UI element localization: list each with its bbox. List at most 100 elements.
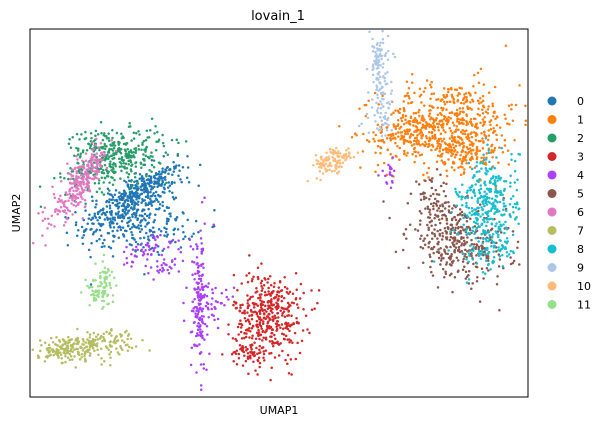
point: [117, 216, 120, 219]
point: [417, 142, 421, 145]
point: [325, 156, 328, 159]
point: [200, 283, 204, 286]
point: [476, 197, 480, 200]
series-8: [432, 136, 522, 284]
point: [417, 183, 421, 186]
point: [500, 134, 504, 137]
point: [126, 147, 129, 151]
point: [502, 198, 505, 202]
point: [284, 358, 287, 362]
point: [324, 162, 328, 165]
point: [428, 210, 431, 214]
point: [467, 273, 470, 277]
point: [273, 317, 276, 320]
point: [161, 141, 165, 145]
point: [137, 148, 141, 151]
point: [173, 181, 176, 184]
point: [134, 132, 138, 135]
point: [232, 273, 236, 277]
point: [146, 193, 150, 197]
point: [140, 248, 143, 252]
point: [268, 275, 272, 278]
point: [361, 150, 365, 153]
point: [101, 339, 104, 343]
point: [128, 227, 132, 231]
point: [468, 120, 472, 124]
point: [86, 330, 89, 334]
point: [416, 229, 420, 232]
point: [398, 146, 402, 150]
point: [445, 261, 449, 264]
legend-item-7: 7: [547, 225, 584, 238]
point: [453, 275, 457, 279]
point: [257, 296, 260, 300]
point: [446, 120, 450, 124]
point: [470, 152, 473, 155]
point: [390, 167, 393, 170]
point: [431, 136, 434, 140]
point: [67, 142, 71, 145]
point: [82, 234, 86, 237]
point: [340, 165, 343, 168]
point: [108, 352, 111, 356]
point: [199, 384, 203, 387]
point: [505, 209, 508, 212]
point: [58, 172, 62, 175]
point: [482, 217, 486, 221]
point: [78, 191, 82, 194]
point: [495, 133, 498, 137]
point: [376, 127, 379, 130]
point: [267, 277, 270, 281]
point: [436, 209, 439, 212]
point: [511, 230, 515, 233]
point: [424, 140, 427, 144]
point: [376, 77, 380, 80]
point: [428, 220, 432, 224]
legend-label: 0: [577, 95, 584, 108]
point: [392, 125, 396, 128]
point: [98, 154, 102, 157]
point: [291, 341, 294, 344]
point: [337, 170, 341, 173]
point: [65, 206, 69, 210]
point: [122, 192, 125, 196]
point: [301, 329, 305, 332]
point: [347, 154, 351, 157]
point: [398, 158, 401, 162]
point: [289, 304, 292, 307]
point: [177, 164, 181, 167]
point: [334, 163, 337, 167]
point: [258, 361, 262, 365]
point: [459, 101, 463, 105]
point: [116, 202, 119, 206]
point: [438, 142, 441, 146]
point: [447, 90, 450, 94]
point: [464, 92, 468, 95]
point: [138, 196, 141, 200]
point: [450, 151, 453, 154]
point: [129, 200, 133, 203]
point: [452, 160, 455, 164]
point: [232, 359, 235, 363]
point: [156, 265, 159, 268]
point: [327, 157, 331, 161]
point: [475, 226, 479, 230]
point: [304, 314, 308, 318]
point: [204, 304, 208, 308]
point: [195, 307, 199, 310]
point: [144, 248, 147, 252]
point: [455, 88, 459, 92]
point: [477, 249, 481, 252]
point: [401, 248, 405, 252]
point: [255, 290, 259, 293]
point: [161, 190, 165, 194]
point: [442, 87, 446, 90]
point: [101, 307, 104, 311]
point: [77, 147, 80, 151]
point: [494, 188, 497, 191]
point: [179, 250, 183, 254]
point: [432, 201, 436, 205]
point: [84, 341, 88, 344]
point: [286, 338, 289, 341]
point: [85, 185, 89, 189]
